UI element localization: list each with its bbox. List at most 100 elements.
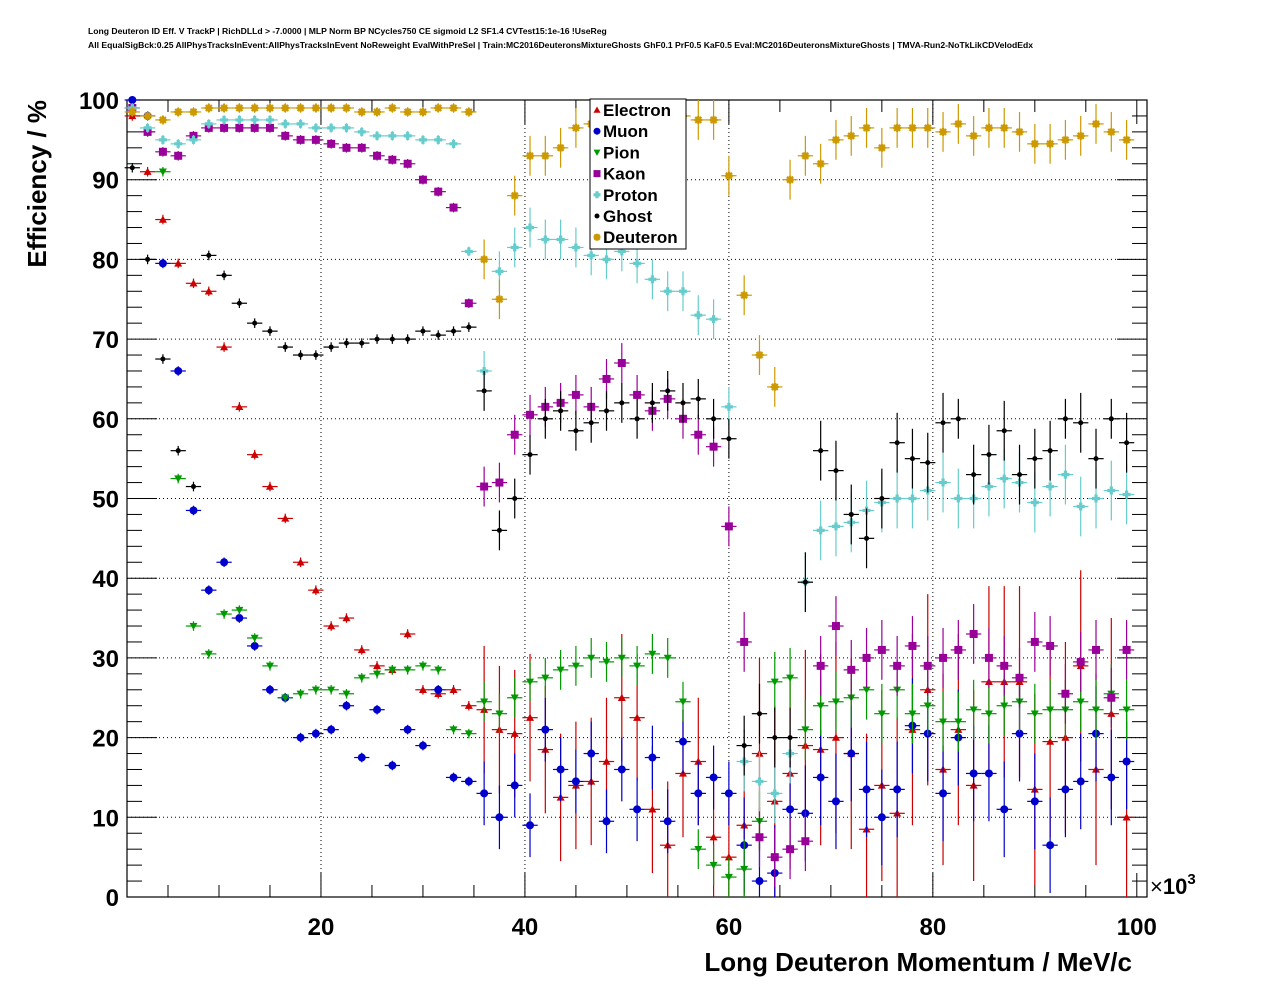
data-point	[189, 506, 198, 515]
data-point	[1030, 710, 1039, 718]
data-point	[174, 259, 183, 267]
legend-label-ghost: Ghost	[603, 207, 652, 226]
data-point	[724, 402, 733, 411]
data-point	[388, 103, 397, 112]
data-point	[265, 123, 274, 132]
data-point	[281, 103, 290, 112]
data-point	[1092, 706, 1101, 714]
data-point	[541, 674, 550, 682]
data-point	[848, 511, 854, 517]
data-point	[1092, 119, 1101, 128]
data-point	[648, 805, 657, 813]
data-point	[617, 765, 626, 774]
data-point	[1000, 702, 1009, 710]
data-point	[480, 255, 489, 264]
data-point	[573, 428, 579, 434]
data-point	[526, 713, 535, 721]
data-point	[724, 873, 733, 882]
data-point	[847, 131, 856, 140]
data-point	[449, 103, 458, 112]
data-point	[1000, 123, 1009, 132]
data-point	[220, 123, 229, 132]
data-point	[265, 115, 274, 124]
x-tick-label: 60	[716, 914, 743, 941]
data-point	[542, 416, 548, 422]
data-point	[831, 698, 840, 706]
data-point	[1122, 645, 1131, 654]
data-point	[1108, 416, 1114, 422]
data-point	[495, 267, 504, 276]
data-point	[984, 769, 993, 778]
data-point	[204, 103, 213, 112]
data-points	[124, 96, 1135, 897]
data-point	[1061, 689, 1070, 698]
data-point	[694, 757, 703, 765]
data-point	[495, 710, 504, 718]
data-point	[373, 705, 382, 714]
data-point	[954, 718, 963, 726]
data-point	[694, 789, 703, 798]
data-point	[464, 730, 473, 738]
data-point	[512, 496, 518, 501]
data-point	[204, 586, 213, 595]
data-point	[556, 765, 565, 774]
data-point	[1124, 440, 1130, 446]
data-point	[388, 761, 397, 770]
data-point	[816, 661, 825, 670]
data-point	[694, 311, 703, 320]
data-point	[954, 645, 963, 654]
data-point	[1107, 693, 1116, 702]
data-point	[801, 151, 810, 160]
data-point	[1076, 777, 1085, 786]
data-point	[648, 650, 657, 658]
data-point	[1015, 673, 1024, 682]
data-point	[556, 235, 565, 244]
data-point	[724, 789, 733, 798]
data-point	[665, 388, 671, 394]
legend-marker-kaon	[593, 170, 601, 178]
data-point	[449, 685, 458, 693]
data-point	[496, 527, 502, 533]
data-point	[925, 460, 931, 466]
data-point	[158, 215, 167, 223]
data-point	[1122, 135, 1131, 144]
data-point	[145, 256, 151, 262]
data-point	[236, 300, 242, 306]
data-point	[250, 115, 259, 124]
axis-tick-labels: 0 10 20 30 40 50 60 70 80 90 100 20 40 60 80 100	[79, 88, 1157, 941]
data-point	[250, 103, 259, 112]
data-point	[311, 729, 320, 738]
data-point	[831, 797, 840, 806]
data-point	[327, 725, 336, 734]
data-point	[587, 749, 596, 758]
data-point	[327, 103, 336, 112]
data-point	[449, 726, 458, 734]
y-tick-label: 10	[92, 805, 119, 832]
data-point	[405, 336, 411, 342]
data-point	[403, 107, 412, 116]
data-point	[175, 448, 181, 454]
data-point	[281, 514, 290, 522]
data-point	[1015, 127, 1024, 136]
data-point	[311, 123, 320, 132]
data-point	[451, 328, 457, 334]
data-point	[604, 408, 610, 414]
data-point	[770, 789, 779, 798]
data-point	[984, 653, 993, 662]
data-point	[1047, 448, 1053, 454]
data-point	[663, 287, 672, 296]
data-point	[755, 833, 764, 842]
series-muon	[124, 96, 1135, 897]
y-tick-label: 100	[79, 88, 119, 115]
data-point	[1093, 456, 1099, 462]
data-point	[923, 661, 932, 670]
x-tick-label: 40	[512, 914, 539, 941]
data-point	[495, 295, 504, 304]
data-point	[984, 710, 993, 718]
data-point	[373, 131, 382, 140]
data-point	[235, 123, 244, 132]
data-point	[265, 685, 274, 694]
data-point	[1076, 698, 1085, 706]
legend-label-pion: Pion	[603, 143, 640, 162]
data-point	[143, 123, 152, 132]
